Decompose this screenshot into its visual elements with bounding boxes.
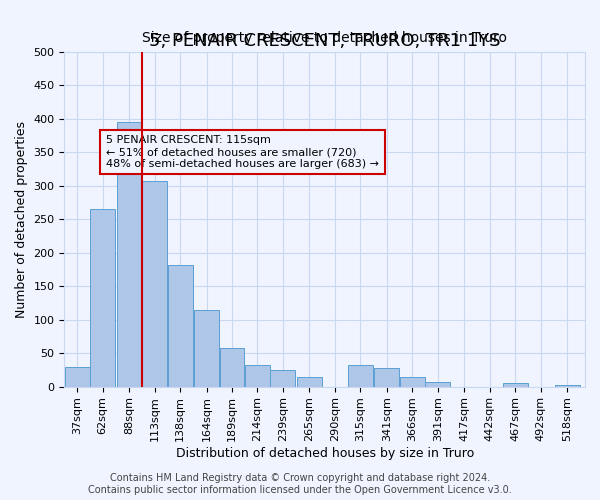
Bar <box>194 310 219 386</box>
Bar <box>297 376 322 386</box>
Bar <box>220 348 244 387</box>
Bar <box>503 383 527 386</box>
Bar <box>348 365 373 386</box>
X-axis label: Distribution of detached houses by size in Truro: Distribution of detached houses by size … <box>176 447 474 460</box>
Bar <box>116 122 142 386</box>
Bar <box>167 264 193 386</box>
Bar <box>142 181 167 386</box>
Bar <box>245 365 270 386</box>
Bar <box>400 376 425 386</box>
Text: Size of property relative to detached houses in Truro: Size of property relative to detached ho… <box>142 31 507 45</box>
Y-axis label: Number of detached properties: Number of detached properties <box>15 120 28 318</box>
Bar <box>90 209 115 386</box>
Title: 5, PENAIR CRESCENT, TRURO, TR1 1YS: 5, PENAIR CRESCENT, TRURO, TR1 1YS <box>149 32 500 50</box>
Bar <box>65 366 89 386</box>
Bar <box>271 370 295 386</box>
Text: Contains HM Land Registry data © Crown copyright and database right 2024.
Contai: Contains HM Land Registry data © Crown c… <box>88 474 512 495</box>
Text: 5 PENAIR CRESCENT: 115sqm
← 51% of detached houses are smaller (720)
48% of semi: 5 PENAIR CRESCENT: 115sqm ← 51% of detac… <box>106 136 379 168</box>
Bar <box>425 382 450 386</box>
Bar <box>374 368 400 386</box>
